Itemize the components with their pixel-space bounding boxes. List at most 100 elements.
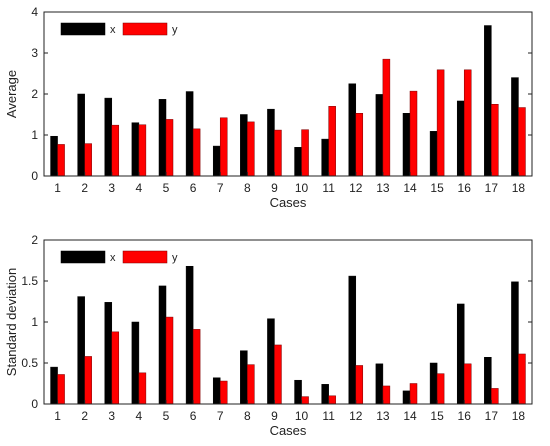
bar-x-case-6 [185, 265, 194, 405]
bar-x-case-15 [429, 362, 438, 405]
bar-y-case-4 [138, 372, 147, 405]
bar-x-case-15 [429, 131, 438, 177]
x-tick-label: 15 [430, 409, 444, 423]
bar-y-case-1 [57, 144, 65, 177]
bar-x-case-14 [402, 390, 411, 405]
y-tick-label: 0 [31, 169, 38, 183]
bar-x-case-2 [77, 93, 85, 177]
bar-x-case-1 [50, 366, 58, 405]
x-tick-label: 9 [271, 181, 278, 195]
legend-label-y: y [172, 252, 178, 264]
bar-y-case-9 [274, 129, 282, 177]
bar-y-case-4 [138, 124, 147, 177]
x-tick-label: 6 [190, 181, 197, 195]
y-axis-label: Standard deviation [4, 268, 19, 376]
bar-x-case-14 [402, 113, 411, 177]
bar-x-case-18 [511, 281, 519, 405]
bar-y-case-10 [301, 396, 309, 405]
y-tick-label: 4 [31, 5, 38, 19]
bar-y-case-3 [111, 124, 120, 177]
bar-x-case-3 [104, 97, 113, 177]
x-tick-label: 4 [136, 409, 143, 423]
x-tick-label: 10 [295, 181, 309, 195]
x-tick-label: 3 [108, 409, 115, 423]
x-axis-label: Cases [270, 195, 307, 210]
legend-label-x: x [110, 24, 116, 36]
y-tick-label: 0.5 [21, 356, 38, 370]
x-tick-label: 9 [271, 409, 278, 423]
bar-x-case-17 [484, 357, 492, 405]
x-tick-label: 2 [81, 409, 88, 423]
bar-y-case-7 [219, 117, 228, 177]
bar-x-case-9 [267, 108, 275, 177]
x-tick-label: 5 [163, 181, 170, 195]
bar-x-case-1 [50, 135, 58, 177]
legend-swatch-x [60, 250, 106, 264]
legend-swatch-y [122, 22, 168, 36]
y-tick-label: 1 [31, 128, 38, 142]
bar-x-case-7 [212, 377, 221, 405]
x-tick-label: 7 [217, 409, 224, 423]
x-tick-label: 7 [217, 181, 224, 195]
x-tick-label: 18 [512, 181, 526, 195]
bar-y-case-2 [84, 356, 92, 405]
y-tick-label: 2 [31, 87, 38, 101]
bar-x-case-16 [456, 303, 465, 405]
bar-x-case-10 [294, 147, 302, 177]
bar-x-case-9 [267, 318, 275, 405]
legend-label-x: x [110, 252, 116, 264]
bar-x-case-7 [212, 145, 221, 177]
bar-y-case-18 [518, 107, 526, 177]
x-tick-label: 17 [485, 181, 499, 195]
bar-y-case-17 [491, 104, 499, 177]
bar-x-case-4 [131, 122, 140, 177]
bar-y-case-13 [382, 385, 391, 405]
x-tick-label: 10 [295, 409, 309, 423]
x-tick-label: 5 [163, 409, 170, 423]
standard-deviation-panel: 00.511.521 2 3 4 5 6 7 8 9 10 11 12 13 14 15 16 17 18Case… [4, 233, 533, 438]
bar-y-case-5 [165, 316, 174, 405]
x-tick-label: 18 [512, 409, 526, 423]
bar-y-case-18 [518, 353, 526, 405]
y-axis-label: Average [4, 70, 19, 118]
bar-y-case-9 [274, 344, 282, 405]
bar-y-case-17 [491, 388, 499, 405]
legend-label-y: y [172, 24, 178, 36]
y-tick-label: 3 [31, 46, 38, 60]
x-tick-label: 6 [190, 409, 197, 423]
bar-y-case-6 [192, 329, 201, 405]
bar-x-case-13 [375, 94, 384, 177]
bar-y-case-11 [328, 106, 336, 177]
bar-y-case-14 [409, 90, 418, 177]
bar-x-case-13 [375, 363, 384, 405]
x-axis-label: Cases [270, 423, 307, 438]
x-tick-label: 17 [485, 409, 499, 423]
bar-x-case-5 [158, 285, 167, 405]
x-tick-label: 11 [322, 181, 335, 195]
bar-y-case-7 [219, 380, 228, 405]
y-tick-label: 0 [31, 397, 38, 411]
bar-y-case-1 [57, 374, 65, 405]
bar-y-case-3 [111, 331, 120, 405]
x-tick-label: 16 [458, 409, 472, 423]
y-tick-label: 2 [31, 233, 38, 247]
bar-y-case-15 [436, 69, 445, 177]
x-tick-label: 1 [54, 181, 61, 195]
bar-x-case-4 [131, 321, 140, 405]
bar-y-case-10 [301, 129, 309, 177]
bar-x-case-18 [511, 77, 519, 177]
x-tick-label: 12 [349, 181, 363, 195]
y-tick-label: 1 [31, 315, 38, 329]
bar-y-case-8 [247, 364, 255, 405]
x-tick-label: 2 [81, 181, 88, 195]
x-tick-label: 8 [244, 409, 251, 423]
bar-x-case-5 [158, 99, 167, 177]
bar-x-case-11 [321, 384, 329, 405]
bar-x-case-2 [77, 296, 85, 405]
bar-y-case-2 [84, 143, 92, 177]
bar-x-case-17 [484, 25, 492, 177]
bar-x-case-8 [240, 350, 248, 405]
x-tick-label: 3 [108, 181, 115, 195]
